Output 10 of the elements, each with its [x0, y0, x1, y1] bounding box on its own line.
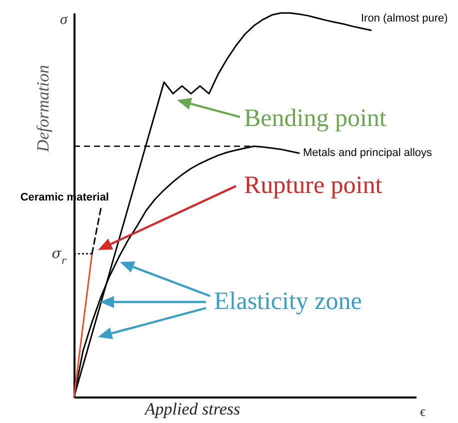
series-label: Metals and principal alloys — [303, 147, 433, 160]
annotation: Bending point — [244, 105, 386, 132]
annotation: Elasticity zone — [214, 288, 362, 315]
text: ϵ — [420, 405, 426, 420]
x-axis-title: Applied stress — [144, 400, 240, 418]
ref-line-label: σ$_{r}$ — [52, 246, 68, 266]
text: σ — [60, 12, 68, 28]
annotation: Rupture point — [244, 172, 382, 199]
y-axis-title: Deformation — [34, 65, 52, 153]
series-label: Iron (almost pure) — [361, 12, 448, 24]
